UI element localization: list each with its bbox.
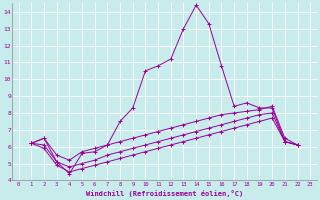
X-axis label: Windchill (Refroidissement éolien,°C): Windchill (Refroidissement éolien,°C) bbox=[86, 190, 243, 197]
